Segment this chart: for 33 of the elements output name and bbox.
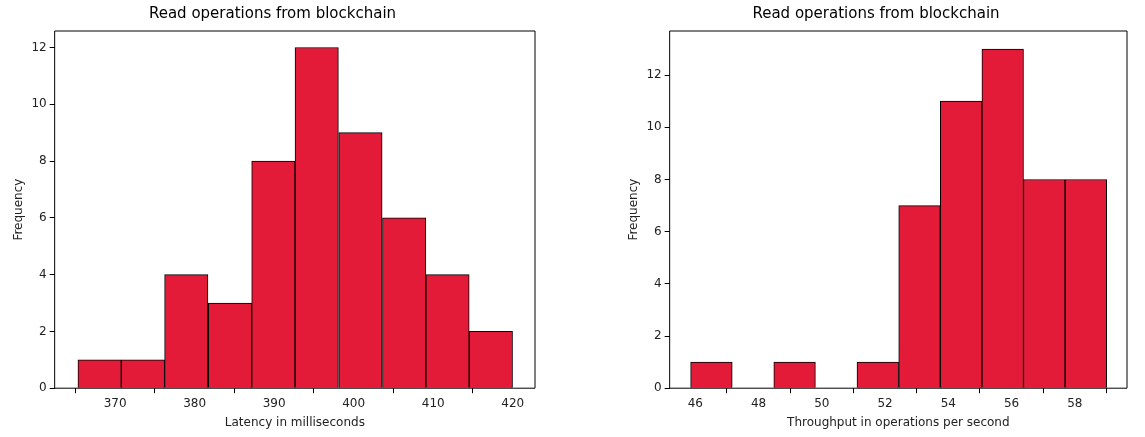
y-tick-label: 4 [654, 275, 662, 290]
x-tick-label: 370 [103, 395, 127, 410]
y-tick-label: 12 [646, 67, 662, 82]
x-tick-label: 50 [814, 395, 830, 410]
x-tick-label: 46 [687, 395, 703, 410]
chart-title: Read operations from blockchain [752, 3, 1000, 22]
x-axis-title: Latency in milliseconds [224, 414, 365, 429]
y-tick-label: 2 [654, 328, 662, 343]
y-tick-label: 2 [39, 323, 47, 338]
x-tick-label: 54 [940, 395, 956, 410]
y-tick-label: 6 [39, 209, 47, 224]
y-axis-title: Frequency [11, 178, 26, 241]
x-tick-label: 380 [183, 395, 207, 410]
y-tick-label: 0 [654, 380, 662, 395]
x-tick-label: 48 [750, 395, 767, 410]
y-tick-label: 8 [654, 171, 662, 186]
x-tick-label: 400 [342, 395, 366, 410]
y-tick-label: 12 [31, 39, 47, 54]
y-tick-label: 8 [39, 153, 47, 168]
y-axis-title: Frequency [626, 178, 641, 241]
x-tick-label: 410 [421, 395, 445, 410]
y-tick-label: 0 [39, 380, 47, 395]
y-tick-label: 4 [39, 266, 47, 281]
x-tick-label: 390 [262, 395, 286, 410]
y-tick-label: 10 [646, 119, 662, 134]
x-tick-label: 58 [1067, 395, 1083, 410]
y-tick-label: 6 [654, 223, 662, 238]
x-tick-label: 420 [501, 395, 525, 410]
x-axis-title: Throughput in operations per second [786, 414, 1010, 429]
x-tick-label: 56 [1003, 395, 1020, 410]
chart-title: Read operations from blockchain [148, 3, 397, 22]
y-tick-label: 10 [31, 96, 47, 111]
x-tick-label: 52 [877, 395, 893, 410]
